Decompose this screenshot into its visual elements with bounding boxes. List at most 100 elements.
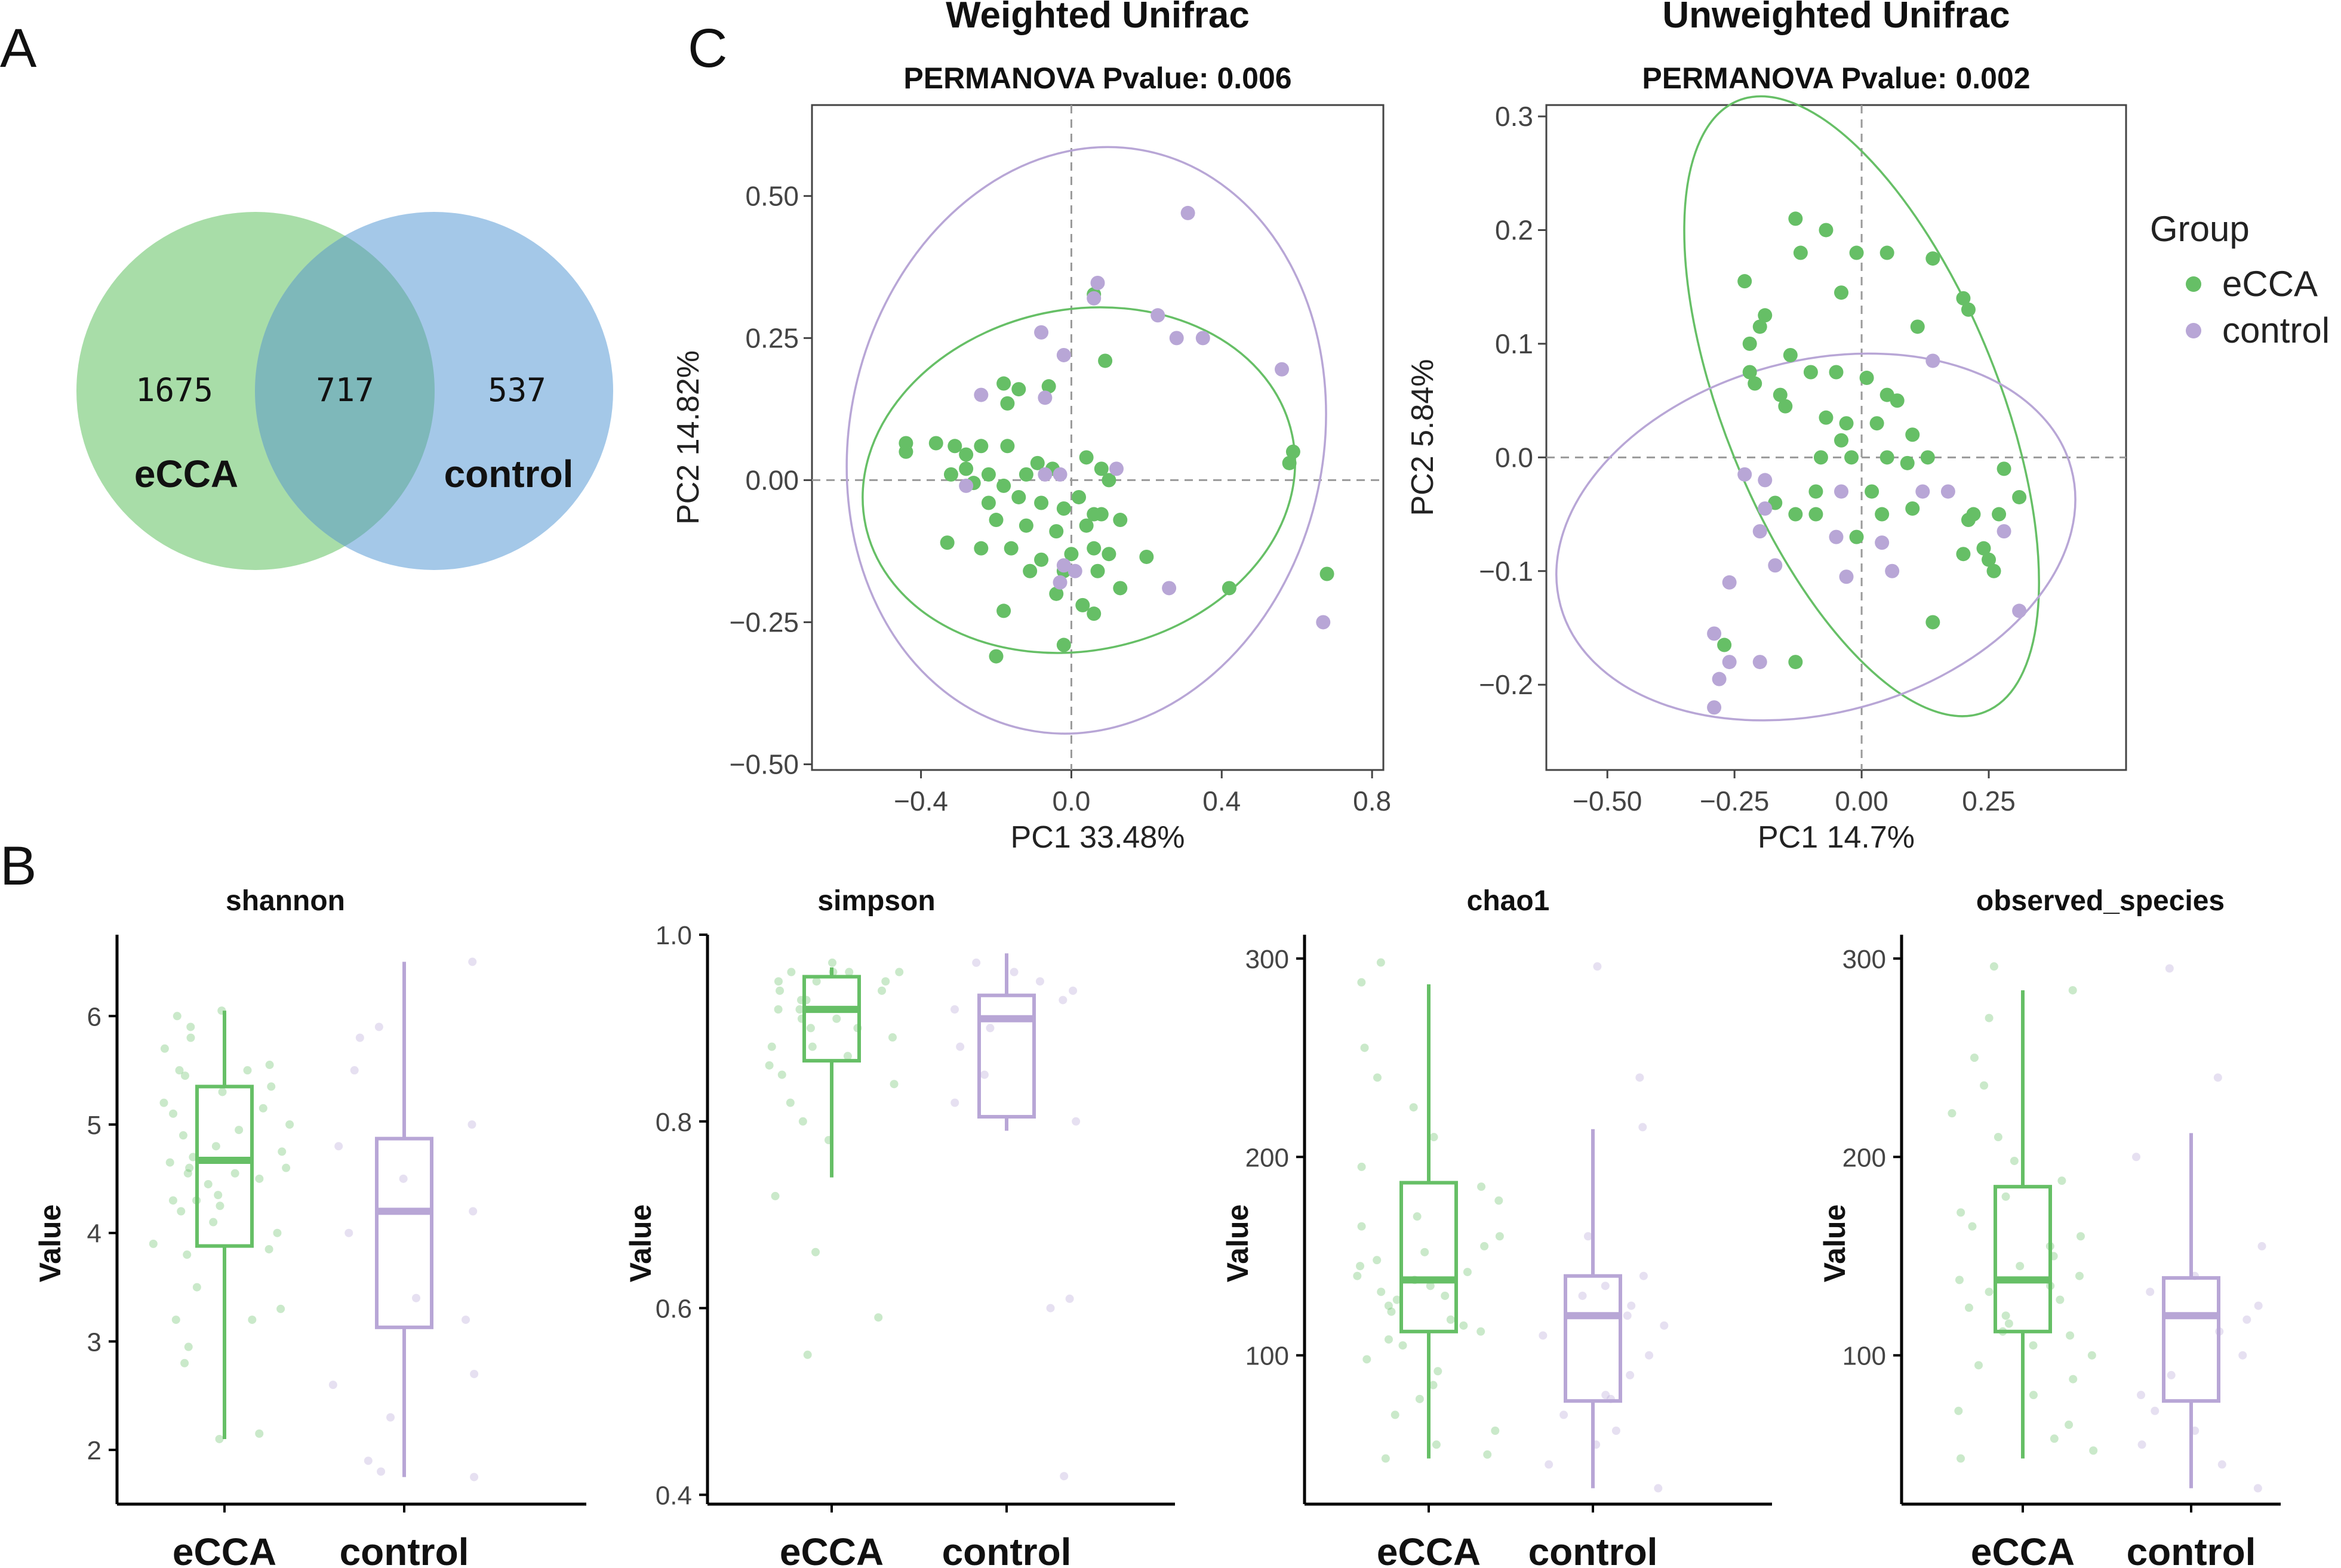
x-tick-label: 0.0 <box>1052 785 1090 817</box>
jitter-point-control <box>1601 1391 1610 1400</box>
jitter-point-eCCA <box>832 1014 841 1023</box>
jitter-point-eCCA <box>1957 1208 1965 1217</box>
data-point-eCCA <box>928 436 943 451</box>
jitter-point-control <box>470 1472 479 1481</box>
x-category-label: eCCA <box>173 1530 276 1568</box>
plot-title: Weighted Unifrac <box>946 0 1250 36</box>
data-point-eCCA <box>1910 319 1925 334</box>
data-point-eCCA <box>1079 450 1094 465</box>
jitter-point-eCCA <box>1494 1196 1503 1205</box>
jitter-point-eCCA <box>259 1104 267 1113</box>
jitter-point-eCCA <box>888 1033 897 1042</box>
jitter-point-control <box>1545 1460 1554 1469</box>
jitter-point-control <box>950 1005 959 1014</box>
jitter-point-eCCA <box>2087 1351 2096 1360</box>
jitter-point-eCCA <box>2075 1271 2084 1280</box>
venn-diagram: 1675 717 537 eCCA control <box>76 212 613 570</box>
legend-marker-control <box>2186 323 2201 338</box>
y-tick-label: 4 <box>87 1219 101 1249</box>
data-point-eCCA <box>1976 541 1991 556</box>
data-point-control <box>1150 308 1165 323</box>
data-point-eCCA <box>1752 319 1767 334</box>
jitter-point-eCCA <box>890 1080 899 1089</box>
jitter-point-eCCA <box>183 1169 192 1178</box>
data-point-control <box>1109 461 1124 476</box>
data-point-eCCA <box>1285 444 1300 459</box>
data-point-control <box>1722 655 1737 670</box>
data-point-eCCA <box>1098 353 1113 368</box>
data-point-control <box>1034 325 1049 340</box>
jitter-point-eCCA <box>774 977 783 986</box>
jitter-point-eCCA <box>1480 1242 1489 1250</box>
y-tick-label: 2 <box>87 1436 101 1465</box>
data-point-control <box>1707 700 1722 715</box>
x-tick-label: −0.50 <box>1573 785 1642 817</box>
jitter-point-eCCA <box>273 1228 282 1237</box>
plot-frame <box>811 104 1385 771</box>
data-point-eCCA <box>1788 507 1803 522</box>
y-tick-label: 0.50 <box>745 180 799 211</box>
data-point-eCCA <box>1875 507 1890 522</box>
data-point-control <box>1056 558 1071 573</box>
data-point-control <box>1707 626 1722 641</box>
jitter-point-eCCA <box>1413 1212 1422 1221</box>
data-point-eCCA <box>981 467 996 482</box>
venn-overlap-region <box>254 235 435 547</box>
jitter-point-eCCA <box>1483 1450 1492 1459</box>
data-point-eCCA <box>1094 461 1109 476</box>
jitter-point-control <box>1046 1304 1055 1313</box>
data-point-eCCA <box>1087 606 1102 621</box>
jitter-point-eCCA <box>160 1044 169 1053</box>
boxplot-observed-species: observed_species 100 200 300 Value eCCA contro… <box>1818 885 2281 1568</box>
jitter-point-control <box>1638 1123 1647 1132</box>
legend-title: Group <box>2150 209 2250 249</box>
jitter-point-eCCA <box>1373 1073 1382 1082</box>
jitter-point-eCCA <box>2029 1341 2038 1350</box>
plot-subtitle: PERMANOVA Pvalue: 0.002 <box>1642 61 2030 95</box>
jitter-point-eCCA <box>230 1169 239 1178</box>
data-point-control <box>1737 467 1752 482</box>
jitter-point-eCCA <box>204 1179 213 1188</box>
data-point-eCCA <box>1905 427 1920 442</box>
jitter-point-control <box>2242 1315 2251 1324</box>
jitter-point-eCCA <box>1392 1295 1401 1304</box>
data-point-eCCA <box>1859 371 1874 386</box>
data-point-eCCA <box>1997 461 2011 476</box>
data-point-eCCA <box>1094 507 1109 522</box>
x-axis-label: PC1 33.48% <box>1011 820 1185 855</box>
data-point-eCCA <box>1879 245 1894 260</box>
data-point-control <box>1195 331 1210 346</box>
jitter-point-control <box>1060 1472 1069 1481</box>
jitter-point-control <box>980 1070 989 1079</box>
data-point-control <box>1169 331 1184 346</box>
x-category-label: control <box>340 1530 469 1568</box>
jitter-point-control <box>2213 1073 2222 1082</box>
data-point-eCCA <box>1956 291 1971 306</box>
data-point-eCCA <box>1966 507 1981 522</box>
jitter-point-control <box>386 1413 395 1422</box>
jitter-point-control <box>1645 1351 1654 1360</box>
data-point-eCCA <box>1102 547 1116 562</box>
jitter-point-control <box>355 1033 364 1042</box>
data-point-eCCA <box>1717 637 1732 652</box>
y-tick-label: 200 <box>1842 1143 1886 1172</box>
jitter-point-control <box>1623 1311 1632 1320</box>
jitter-point-eCCA <box>169 1109 178 1118</box>
data-point-control <box>1875 535 1890 550</box>
data-point-eCCA <box>1788 655 1803 670</box>
jitter-point-eCCA <box>175 1066 184 1075</box>
data-point-control <box>1056 347 1071 362</box>
jitter-point-control <box>328 1381 337 1390</box>
jitter-point-eCCA <box>1985 1013 1994 1022</box>
jitter-point-eCCA <box>177 1207 186 1216</box>
jitter-point-eCCA <box>1954 1406 1963 1415</box>
x-tick-label: 0.00 <box>1835 785 1888 817</box>
jitter-point-eCCA <box>2065 1421 2074 1430</box>
jitter-point-eCCA <box>165 1158 174 1167</box>
jitter-point-eCCA <box>1433 1367 1442 1376</box>
jitter-point-eCCA <box>2004 1319 2013 1328</box>
data-point-eCCA <box>974 541 989 556</box>
x-category-label: control <box>942 1530 1072 1568</box>
jitter-point-eCCA <box>1356 1262 1365 1271</box>
